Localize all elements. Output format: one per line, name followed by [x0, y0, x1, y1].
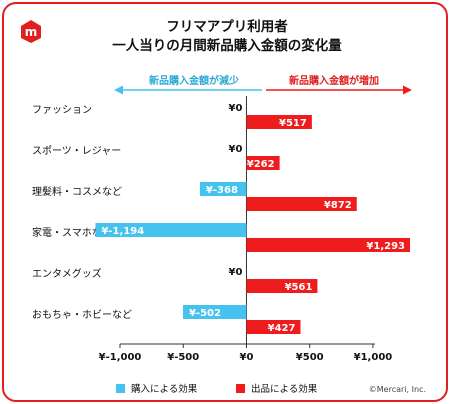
x-tick-label-3: ¥500	[296, 352, 324, 363]
legend-label-buy: 購入による効果	[131, 384, 198, 395]
chart-title-line-1: フリマアプリ利用者	[166, 19, 288, 35]
increase-arrow: 新品購入金額が増加	[266, 74, 412, 95]
buy-bar-2	[199, 182, 247, 196]
sell-bar-4	[246, 279, 318, 293]
increase-arrow-label: 新品購入金額が増加	[289, 74, 379, 87]
svg-text:m: m	[25, 25, 38, 39]
legend-swatch-buy	[116, 383, 125, 393]
buy-bar-5	[182, 305, 247, 319]
sell-bar-1	[246, 156, 280, 170]
category-label-4: エンタメグッズ	[32, 267, 102, 280]
category-label-1: スポーツ・レジャー	[32, 145, 121, 157]
category-label-2: 理髪料・コスメなど	[32, 185, 122, 198]
decrease-arrow: 新品購入金額が減少	[114, 74, 262, 95]
buy-bar-label-2: ¥-368	[206, 185, 238, 196]
sell-bar-label-1: ¥262	[247, 159, 275, 170]
x-tick-label-0: ¥-1,000	[99, 352, 142, 363]
copyright: ©Mercari, Inc.	[368, 385, 426, 394]
sell-bar-label-5: ¥427	[268, 323, 296, 334]
sell-bar-0	[246, 115, 312, 129]
category-label-0: ファッション	[32, 105, 92, 116]
sell-bar-label-2: ¥872	[324, 200, 352, 211]
category-label-3: 家電・スマホなど	[32, 226, 112, 239]
buy-bar-label-5: ¥-502	[189, 308, 221, 319]
x-tick-label-2: ¥0	[240, 352, 254, 363]
chart-title-line-2: 一人当りの月間新品購入金額の変化量	[112, 38, 342, 54]
sell-bar-label-0: ¥517	[279, 118, 307, 129]
x-tick-label-1: ¥-500	[167, 352, 199, 363]
chart-svg: 新品購入金額が減少 新品購入金額が増加 ¥-1,000 ¥-500 ¥0 ¥500 ¥1…	[32, 74, 412, 363]
buy-bar-label-4: ¥0	[229, 267, 243, 278]
buy-bar-label-1: ¥0	[229, 144, 243, 155]
sell-bar-label-4: ¥561	[285, 282, 313, 293]
legend-swatch-sell	[236, 383, 245, 393]
legend-item-sell: 出品による効果	[236, 381, 317, 395]
sell-bar-2	[246, 197, 357, 211]
decrease-arrow-label: 新品購入金額が減少	[149, 74, 239, 87]
mercari-logo-icon: m	[21, 20, 41, 43]
sell-bar-3	[246, 238, 410, 252]
sell-bar-label-3: ¥1,293	[366, 241, 405, 252]
legend-label-sell: 出品による効果	[251, 384, 318, 395]
buy-bar-label-0: ¥0	[229, 103, 243, 114]
legend-item-buy: 購入による効果	[116, 381, 197, 395]
sell-bar-5	[246, 320, 301, 334]
x-tick-label-4: ¥1,000	[354, 352, 393, 363]
category-label-5: おもちゃ・ホビーなど	[32, 309, 132, 321]
buy-bar-label-3: ¥-1,194	[101, 226, 144, 237]
buy-bar-3	[95, 223, 247, 237]
